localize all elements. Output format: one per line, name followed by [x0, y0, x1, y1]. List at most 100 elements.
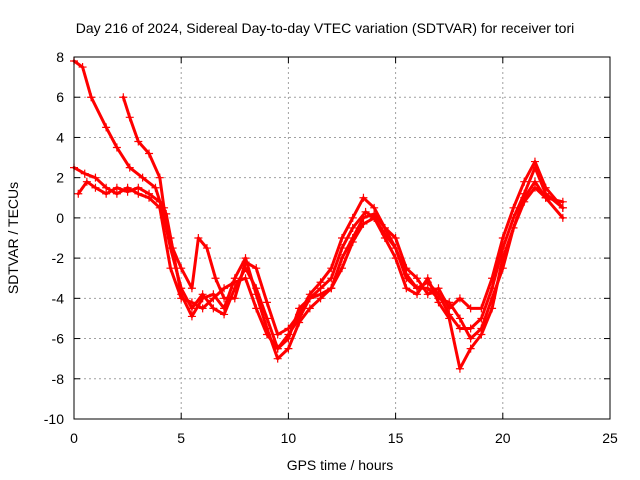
data-point: [74, 189, 83, 198]
data-point: [295, 310, 304, 319]
data-point: [252, 304, 261, 313]
y-axis-label: SDTVAR / TECUs: [5, 182, 21, 294]
data-point: [316, 278, 325, 287]
data-point: [338, 234, 346, 242]
data-point: [305, 304, 314, 313]
data-point: [230, 278, 239, 287]
data-point: [498, 254, 507, 263]
x-tick-label: 0: [70, 430, 78, 446]
data-point: [202, 244, 211, 253]
data-point: [284, 344, 293, 353]
data-point: [80, 169, 89, 178]
data-point: [466, 324, 475, 333]
data-point: [211, 274, 220, 283]
data-point: [445, 304, 454, 313]
data-point: [284, 324, 293, 333]
x-tick-label: 20: [495, 430, 511, 446]
y-tick-label: -8: [52, 371, 65, 387]
data-point: [520, 197, 529, 206]
data-point: [194, 234, 203, 242]
data-point: [359, 193, 368, 202]
data-point: [187, 284, 196, 293]
data-point: [498, 234, 507, 242]
data-point: [477, 330, 486, 339]
data-point: [338, 264, 346, 273]
x-tick-label: 5: [177, 430, 185, 446]
data-point: [509, 223, 518, 232]
data-point: [187, 312, 196, 321]
data-point: [359, 219, 368, 228]
x-tick-label: 15: [388, 430, 404, 446]
data-point: [466, 304, 475, 313]
data-point: [168, 244, 177, 253]
data-point: [177, 294, 186, 303]
data-point: [155, 173, 164, 182]
data-point: [87, 93, 96, 102]
data-point: [273, 344, 282, 353]
data-point: [91, 173, 100, 182]
data-point: [413, 274, 422, 283]
data-point: [423, 274, 432, 283]
data-point: [541, 193, 550, 202]
data-point: [123, 187, 132, 196]
data-point: [423, 290, 432, 299]
data-point: [82, 177, 91, 186]
data-point: [305, 290, 314, 299]
series-line: [72, 166, 565, 371]
data-point: [434, 284, 443, 293]
data-point: [402, 264, 411, 273]
data-point: [273, 330, 282, 339]
data-point: [327, 264, 336, 273]
chart-title: Day 216 of 2024, Sidereal Day-to-day VTE…: [76, 20, 575, 36]
x-tick-label: 10: [281, 430, 297, 446]
y-tick-label: -2: [52, 250, 65, 266]
data-point: [230, 294, 239, 303]
data-point: [530, 183, 539, 192]
data-point: [391, 254, 400, 263]
data-point: [477, 304, 486, 313]
series-track-4: [74, 157, 567, 339]
data-point: [209, 294, 218, 303]
series-track-3: [70, 163, 567, 373]
y-tick-label: -4: [52, 290, 65, 306]
y-tick-label: 6: [56, 89, 64, 105]
data-point: [145, 189, 154, 198]
data-point: [198, 304, 207, 313]
data-point: [125, 113, 134, 122]
grid: [74, 57, 610, 419]
data-point: [327, 284, 336, 293]
data-point: [220, 294, 229, 303]
series-track-2: [119, 93, 567, 363]
data-point: [455, 314, 464, 323]
data-point: [125, 163, 134, 172]
data-point: [112, 143, 121, 152]
data-point: [252, 264, 261, 273]
data-point: [370, 203, 379, 212]
data-point: [112, 183, 121, 192]
data-point: [91, 183, 100, 192]
data-point: [295, 318, 304, 327]
ticks: [73, 56, 611, 420]
data-point: [466, 344, 475, 353]
data-point: [445, 314, 454, 323]
data-point: [530, 157, 539, 166]
data-point: [134, 183, 143, 192]
data-point: [145, 149, 154, 158]
tick-labels: 0 5 10 15 20 25 -10 -8 -6 -4 -2 0 2 4 6 8: [44, 49, 618, 446]
data-point: [284, 334, 293, 343]
series-line: [121, 95, 565, 361]
data-point: [209, 304, 218, 313]
y-tick-label: 2: [56, 170, 64, 186]
data-point: [138, 173, 147, 182]
data-point: [273, 354, 282, 363]
data-point: [558, 213, 567, 222]
data-point: [361, 207, 370, 216]
data-point: [155, 197, 164, 206]
data-point: [455, 324, 464, 333]
data-point: [380, 223, 389, 232]
data-point: [102, 123, 111, 132]
data-point: [488, 304, 497, 313]
y-tick-label: 8: [56, 49, 64, 65]
series-layer: [70, 57, 567, 373]
